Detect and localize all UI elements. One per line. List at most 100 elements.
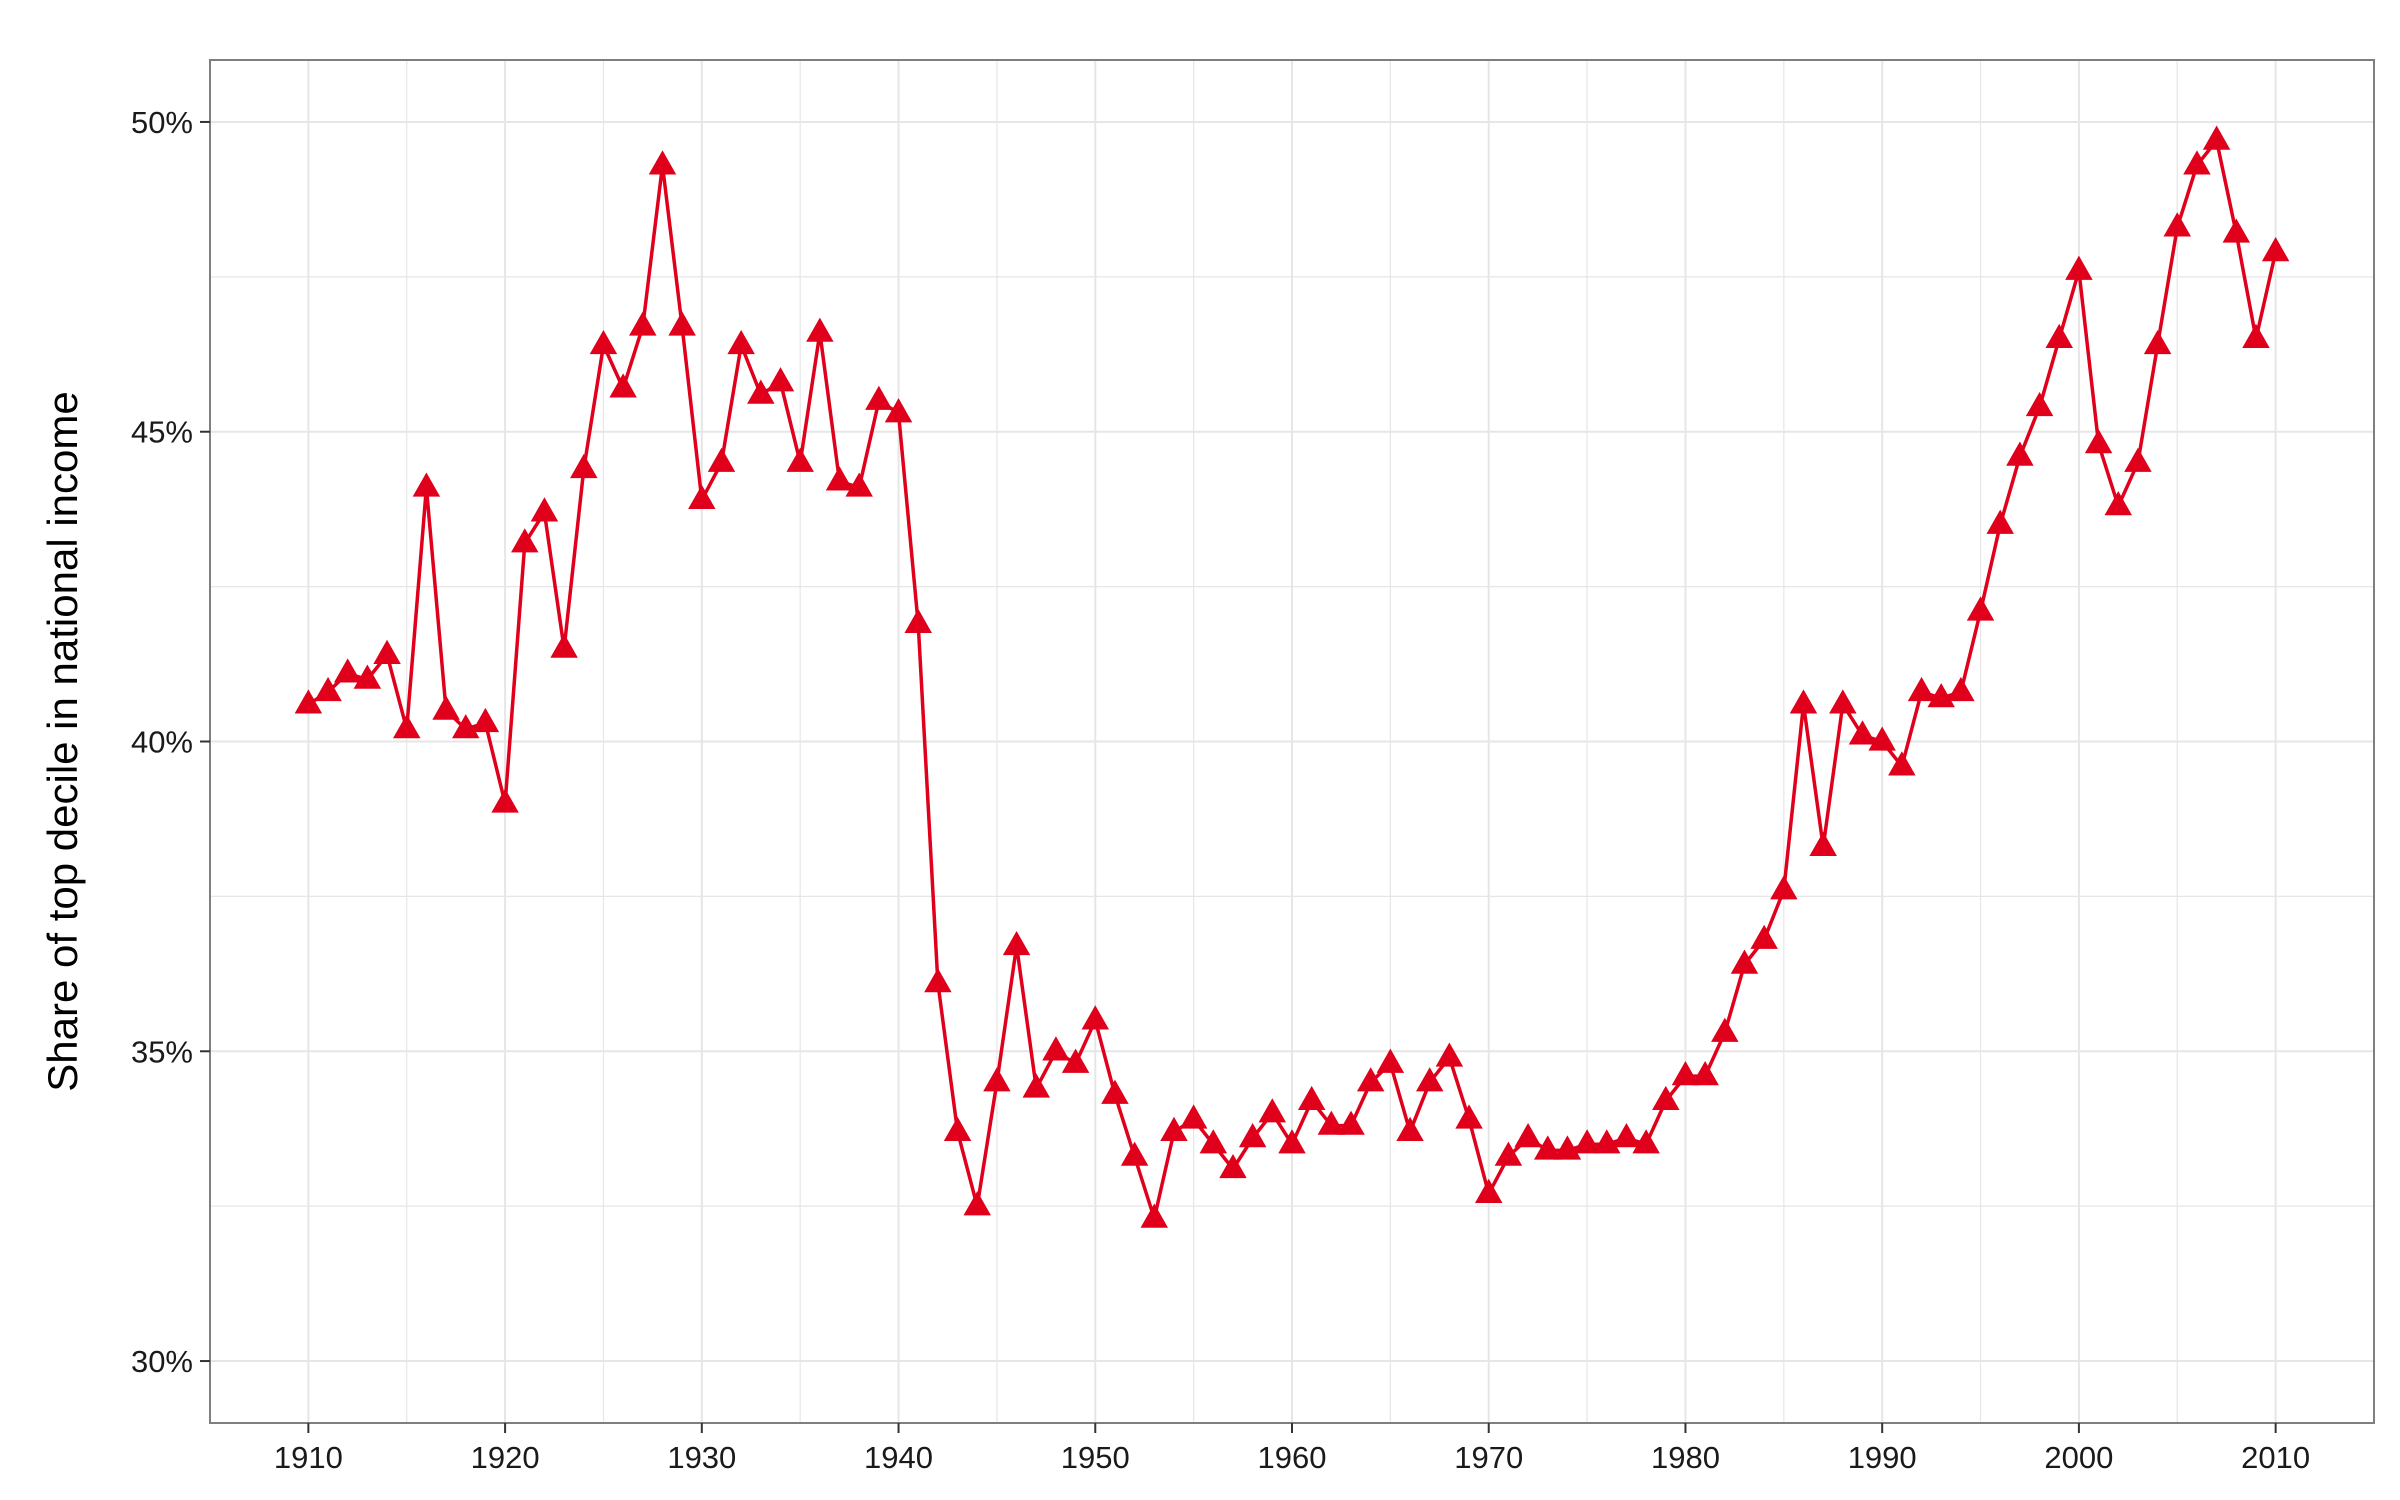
y-axis-title: Share of top decile in national income <box>39 391 86 1091</box>
x-tick-label: 1950 <box>1061 1440 1130 1475</box>
data-point-triangle <box>1297 1085 1326 1111</box>
data-point-triangle <box>1652 1085 1680 1111</box>
data-point-triangle <box>1120 1141 1149 1166</box>
data-point-triangle <box>943 1116 972 1141</box>
data-point-triangle <box>570 453 598 479</box>
data-point-triangle <box>707 447 736 472</box>
data-point-triangle <box>1101 1079 1129 1104</box>
data-point-triangle <box>884 398 913 423</box>
x-tick-label: 1980 <box>1651 1440 1720 1475</box>
data-point-triangle <box>2202 125 2231 150</box>
data-point-triangle <box>1219 1153 1247 1179</box>
data-point-triangle <box>1376 1048 1405 1073</box>
data-point-triangle <box>373 639 401 664</box>
data-point-triangle <box>1042 1036 1070 1061</box>
data-point-triangle <box>2065 255 2093 280</box>
data-point-triangle <box>2183 150 2211 175</box>
data-point-triangle <box>1711 1017 1739 1042</box>
data-point-triangle <box>1691 1061 1719 1086</box>
data-point-triangle <box>1947 676 1975 702</box>
data-point-triangle <box>412 472 441 497</box>
x-tick-label: 1910 <box>274 1440 343 1475</box>
data-point-triangle <box>1337 1110 1365 1135</box>
data-point-triangle <box>688 484 716 510</box>
data-point-triangle <box>747 379 775 404</box>
data-point-triangle <box>845 472 873 497</box>
data-point-triangle <box>1809 831 1837 857</box>
data-point-triangle <box>589 329 618 355</box>
data-point-triangle <box>314 676 342 702</box>
data-point-triangle <box>1179 1104 1208 1129</box>
data-point-triangle <box>452 714 480 739</box>
data-point-triangle <box>1160 1116 1188 1141</box>
data-point-triangle <box>2124 447 2152 472</box>
x-tick-label: 1940 <box>864 1440 933 1475</box>
y-axis: 30% 35% 40% 45% 50% <box>131 105 210 1379</box>
data-point-triangle <box>392 714 421 739</box>
data-point-triangle <box>1553 1135 1582 1160</box>
data-point-triangle <box>1455 1104 1483 1129</box>
data-point-triangle <box>2222 218 2251 243</box>
data-point-triangle <box>333 658 362 683</box>
data-point-triangle <box>1927 683 1955 708</box>
data-point-triangle <box>511 528 539 553</box>
y-tick-label: 40% <box>131 725 193 760</box>
data-point-triangle <box>609 373 637 398</box>
x-tick-label: 1990 <box>1848 1440 1917 1475</box>
series-points-group <box>294 125 2290 1228</box>
major-gridlines <box>210 60 2374 1423</box>
data-point-triangle <box>550 633 578 658</box>
data-point-triangle <box>1573 1129 1601 1154</box>
data-point-triangle <box>786 447 814 472</box>
data-point-triangle <box>530 497 559 522</box>
data-point-triangle <box>629 311 657 336</box>
data-point-triangle <box>727 329 755 355</box>
data-point-triangle <box>1199 1129 1228 1154</box>
data-point-triangle <box>1081 1005 1110 1030</box>
x-tick-label: 1920 <box>471 1440 540 1475</box>
data-point-triangle <box>471 707 500 733</box>
data-point-triangle <box>963 1191 991 1216</box>
data-point-triangle <box>1435 1042 1464 1067</box>
x-tick-label: 1930 <box>667 1440 736 1475</box>
data-point-triangle <box>1356 1067 1385 1092</box>
data-point-triangle <box>1238 1122 1267 1148</box>
data-point-triangle <box>1612 1122 1641 1148</box>
data-point-triangle <box>2104 491 2132 516</box>
data-point-triangle <box>491 788 519 813</box>
data-point-triangle <box>1415 1067 1444 1092</box>
data-point-triangle <box>1494 1141 1523 1166</box>
data-point-triangle <box>904 608 932 633</box>
data-point-triangle <box>983 1067 1011 1092</box>
y-tick-label: 50% <box>131 105 193 140</box>
data-point-triangle <box>1258 1098 1287 1123</box>
data-point-triangle <box>2242 323 2270 348</box>
data-point-triangle <box>2084 429 2113 454</box>
x-tick-label: 2000 <box>2044 1440 2113 1475</box>
data-point-triangle <box>825 466 854 491</box>
data-point-triangle <box>2143 329 2172 355</box>
data-point-triangle <box>1317 1110 1346 1135</box>
data-point-triangle <box>1907 676 1936 702</box>
data-point-triangle <box>766 367 795 392</box>
data-point-triangle <box>1593 1129 1621 1154</box>
data-point-triangle <box>1966 596 1995 621</box>
y-tick-label: 30% <box>131 1344 193 1379</box>
data-point-triangle <box>1770 875 1798 900</box>
data-point-triangle <box>865 385 893 410</box>
data-point-triangle <box>1514 1122 1542 1148</box>
data-point-triangle <box>648 150 677 175</box>
x-tick-label: 1960 <box>1258 1440 1327 1475</box>
x-tick-label: 1970 <box>1454 1440 1523 1475</box>
data-point-triangle <box>294 689 323 714</box>
data-point-triangle <box>806 317 834 342</box>
data-point-triangle <box>1002 930 1031 956</box>
data-point-triangle <box>2045 323 2073 348</box>
data-point-triangle <box>1986 509 2014 534</box>
y-tick-label: 45% <box>131 415 193 450</box>
data-point-triangle <box>1750 924 1778 949</box>
data-point-triangle <box>1632 1129 1660 1154</box>
data-point-triangle <box>1848 720 1877 745</box>
